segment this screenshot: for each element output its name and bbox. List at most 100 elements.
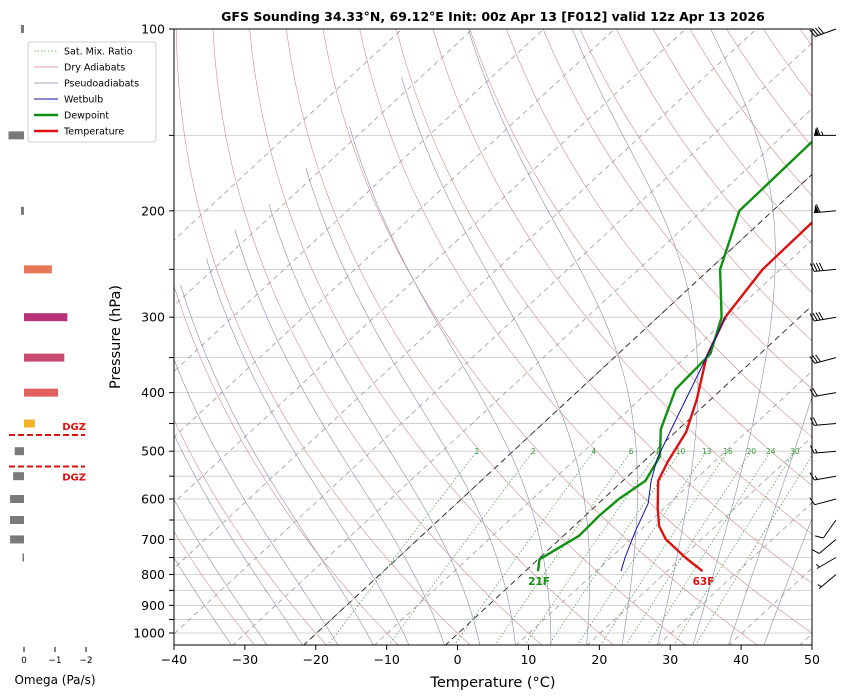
pseudoadiabat [155, 304, 338, 646]
omega-bar [10, 516, 24, 524]
mixing-ratio-line [524, 451, 658, 646]
isotherm [516, 29, 856, 646]
omega-bar [21, 25, 24, 33]
dgz-label: DGZ [62, 472, 86, 483]
barb-shaft [819, 539, 836, 553]
dry-adiabat [213, 29, 543, 646]
y-tick-label: 100 [141, 22, 165, 37]
chart-title: GFS Sounding 34.33°N, 69.12°E Init: 00z … [221, 9, 765, 24]
barb-shaft [823, 520, 836, 538]
wind-barb [810, 21, 836, 37]
omega-bar [24, 313, 67, 321]
x-tick-label: −10 [373, 652, 399, 667]
wind-barb [817, 571, 836, 588]
omega-axis-label: Omega (Pa/s) [14, 673, 95, 687]
x-tick-label: 30 [662, 652, 678, 667]
x-tick-label: 50 [804, 652, 820, 667]
mixing-ratio-label: 20 [747, 447, 757, 456]
dry-adiabat [580, 29, 856, 646]
wind-barb [810, 385, 836, 397]
y-tick-label: 900 [141, 598, 165, 613]
omega-bar [24, 389, 58, 397]
wind-barb [814, 127, 836, 135]
wind-barb [810, 350, 836, 364]
profile-lines [538, 29, 856, 571]
mixing-ratio-line [695, 451, 815, 646]
dewpoint-line [538, 29, 856, 571]
barb-shaft [814, 269, 836, 271]
dry-adiabat [727, 29, 856, 646]
dry-adiabat [543, 29, 856, 646]
omega-bar [15, 447, 24, 455]
mixing-ratio-line [327, 451, 477, 646]
skew-t-axes: 1002003004005006007008009001000−40−30−20… [133, 22, 820, 668]
barb-half [815, 476, 817, 480]
legend-label: Dewpoint [64, 111, 109, 122]
barb-flag [818, 26, 824, 35]
dry-adiabat [396, 29, 856, 646]
dry-adiabat [837, 29, 856, 646]
y-tick-label: 400 [141, 385, 165, 400]
x-tick-label: −20 [303, 652, 329, 667]
x-tick-label: 10 [520, 652, 536, 667]
wind-barb [810, 468, 836, 480]
barb-half [816, 564, 819, 568]
mixing-ratio-label: 30 [790, 447, 800, 456]
barb-flag [810, 29, 816, 38]
omega-bar [10, 495, 24, 503]
y-tick-label: 200 [141, 203, 165, 218]
mixing-ratio-label: 6 [629, 447, 634, 456]
x-tick-label: 0 [454, 652, 462, 667]
barb-flag [813, 28, 819, 37]
omega-tick-label: −2 [79, 656, 92, 666]
barb-flag [815, 533, 823, 540]
mixing-ratio-line [548, 451, 680, 646]
omega-bar [21, 207, 24, 215]
omega-tick-label: 0 [21, 656, 27, 666]
legend-label: Temperature [63, 127, 124, 138]
mixing-ratio-line [673, 451, 795, 646]
barb-shaft [814, 317, 836, 321]
legend-label: Wetbulb [64, 95, 103, 106]
legend-label: Pseudoadiabats [64, 79, 139, 90]
wind-barb [815, 515, 836, 540]
y-tick-label: 800 [141, 567, 165, 582]
x-tick-label: 20 [591, 652, 607, 667]
x-tick-label: 40 [733, 652, 749, 667]
y-tick-label: 600 [141, 492, 165, 507]
mixing-ratio-label: 2 [531, 447, 536, 456]
barb-shaft [815, 29, 836, 37]
surface-label: 63F [693, 576, 715, 588]
barb-shaft [814, 451, 836, 453]
y-axis-label: Pressure (hPa) [108, 285, 124, 389]
omega-bar [24, 265, 52, 273]
barb-shaft [814, 424, 836, 426]
barb-shaft [815, 499, 836, 505]
isotherm [799, 29, 856, 646]
omega-bar [9, 131, 25, 139]
dry-adiabat [139, 29, 399, 646]
x-axis-label: Temperature (°C) [429, 675, 555, 691]
mixing-ratio-label: 4 [591, 447, 596, 456]
mixing-ratio-label: 16 [723, 447, 733, 456]
mixing-ratio-label: 1 [475, 447, 480, 456]
isotherm [90, 29, 756, 646]
wind-barb [810, 491, 836, 505]
surface-label: 21F [528, 576, 550, 588]
barb-shaft [819, 575, 836, 589]
wind-barb [815, 554, 836, 568]
dry-adiabat [433, 29, 856, 646]
x-tick-label: −40 [161, 652, 187, 667]
barb-shaft [814, 476, 836, 480]
omega-bar [13, 472, 24, 480]
barb-half [822, 131, 824, 135]
mixing-ratio-line [577, 451, 707, 646]
wind-barb [810, 416, 836, 426]
wind-barb [810, 443, 836, 453]
y-tick-label: 700 [141, 532, 165, 547]
legend-label: Dry Adiabats [64, 63, 125, 74]
y-tick-label: 500 [141, 444, 165, 459]
